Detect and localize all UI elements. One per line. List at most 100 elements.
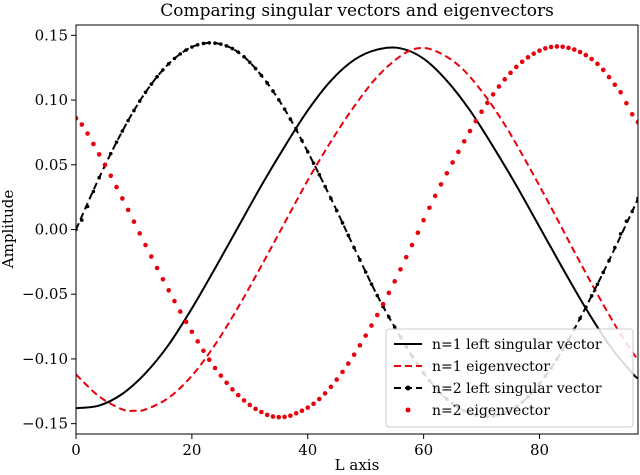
data-point bbox=[577, 49, 583, 55]
data-point bbox=[276, 414, 282, 420]
data-point bbox=[300, 138, 304, 143]
series-line bbox=[76, 46, 638, 410]
series-2 bbox=[76, 46, 638, 412]
data-point bbox=[190, 45, 194, 49]
data-point bbox=[305, 405, 311, 410]
data-point bbox=[329, 196, 333, 201]
series-line bbox=[76, 41, 638, 418]
data-point bbox=[270, 414, 276, 419]
data-point bbox=[346, 233, 351, 238]
data-point bbox=[102, 162, 108, 168]
data-point bbox=[230, 387, 235, 392]
data-point bbox=[444, 170, 450, 176]
data-point bbox=[392, 325, 397, 329]
series-4 bbox=[76, 44, 638, 420]
data-point bbox=[143, 90, 148, 95]
data-point bbox=[450, 160, 455, 165]
data-point bbox=[218, 373, 224, 378]
data-point bbox=[294, 127, 298, 132]
data-point bbox=[154, 265, 160, 271]
x-tick-label: 20 bbox=[182, 441, 201, 459]
data-point bbox=[566, 45, 571, 51]
data-point bbox=[358, 258, 362, 262]
data-point bbox=[311, 161, 316, 165]
legend-entry: n=2 left singular vector bbox=[394, 381, 602, 397]
data-point bbox=[380, 301, 386, 307]
x-tick-label: 0 bbox=[71, 441, 81, 459]
x-axis-label: L axis bbox=[335, 456, 380, 474]
data-point bbox=[537, 48, 542, 53]
data-point bbox=[241, 398, 247, 403]
data-point bbox=[595, 61, 600, 67]
series-1 bbox=[76, 46, 638, 410]
x-tick-label: 40 bbox=[298, 441, 317, 459]
data-point bbox=[363, 270, 368, 274]
data-point bbox=[467, 128, 473, 134]
data-point bbox=[160, 277, 166, 282]
x-axis: 0 20 40 60 80 bbox=[71, 434, 549, 459]
data-point bbox=[149, 254, 154, 259]
data-point bbox=[155, 74, 159, 79]
data-point bbox=[195, 339, 200, 344]
data-point bbox=[369, 323, 374, 328]
data-point bbox=[189, 329, 195, 335]
data-point bbox=[613, 245, 617, 250]
data-point bbox=[548, 44, 554, 50]
data-point bbox=[618, 90, 623, 95]
data-point bbox=[235, 392, 241, 398]
data-point bbox=[172, 298, 177, 304]
data-point bbox=[183, 319, 189, 325]
data-point bbox=[375, 293, 380, 298]
data-point bbox=[403, 254, 409, 260]
data-point bbox=[490, 92, 496, 97]
data-point bbox=[178, 52, 183, 56]
data-point bbox=[253, 406, 258, 412]
data-point bbox=[253, 66, 258, 71]
data-point bbox=[201, 348, 206, 354]
data-point bbox=[584, 305, 588, 309]
data-point bbox=[85, 204, 90, 209]
data-point bbox=[624, 100, 629, 106]
data-point bbox=[236, 50, 241, 54]
data-point bbox=[612, 82, 618, 88]
data-point bbox=[630, 209, 635, 214]
data-point bbox=[363, 333, 368, 338]
data-point bbox=[311, 401, 316, 407]
data-point bbox=[132, 108, 136, 113]
data-point bbox=[432, 193, 438, 199]
data-point bbox=[334, 208, 339, 213]
data-point bbox=[264, 412, 270, 418]
data-point bbox=[496, 84, 502, 89]
data-point bbox=[79, 122, 85, 127]
data-point bbox=[224, 44, 229, 48]
data-point bbox=[629, 112, 635, 117]
data-point bbox=[427, 205, 432, 211]
data-point bbox=[114, 140, 119, 144]
data-point bbox=[525, 55, 531, 60]
y-axis-label: Amplitude bbox=[0, 190, 17, 270]
data-point bbox=[334, 377, 340, 382]
data-point bbox=[97, 175, 101, 180]
data-point bbox=[149, 82, 154, 86]
legend-marker bbox=[405, 407, 411, 413]
data-point bbox=[125, 207, 131, 213]
data-point bbox=[346, 361, 351, 366]
x-tick-label: 80 bbox=[530, 441, 549, 459]
data-point bbox=[172, 56, 177, 61]
legend-label: n=2 eigenvector bbox=[432, 403, 550, 419]
data-point bbox=[421, 217, 426, 223]
y-tick-label: −0.05 bbox=[22, 285, 68, 303]
data-point bbox=[166, 62, 171, 66]
legend-label: n=2 left singular vector bbox=[432, 381, 602, 397]
data-point bbox=[479, 109, 484, 115]
legend-entry: n=1 eigenvector bbox=[394, 359, 550, 375]
y-tick-label: 0.05 bbox=[35, 156, 68, 174]
y-tick-label: 0.00 bbox=[35, 221, 68, 239]
data-point bbox=[137, 99, 142, 103]
data-point bbox=[108, 151, 113, 156]
data-point bbox=[201, 41, 206, 46]
y-tick-label: −0.15 bbox=[22, 415, 68, 433]
data-point bbox=[271, 89, 275, 93]
data-point bbox=[392, 279, 397, 284]
data-point bbox=[438, 182, 444, 187]
